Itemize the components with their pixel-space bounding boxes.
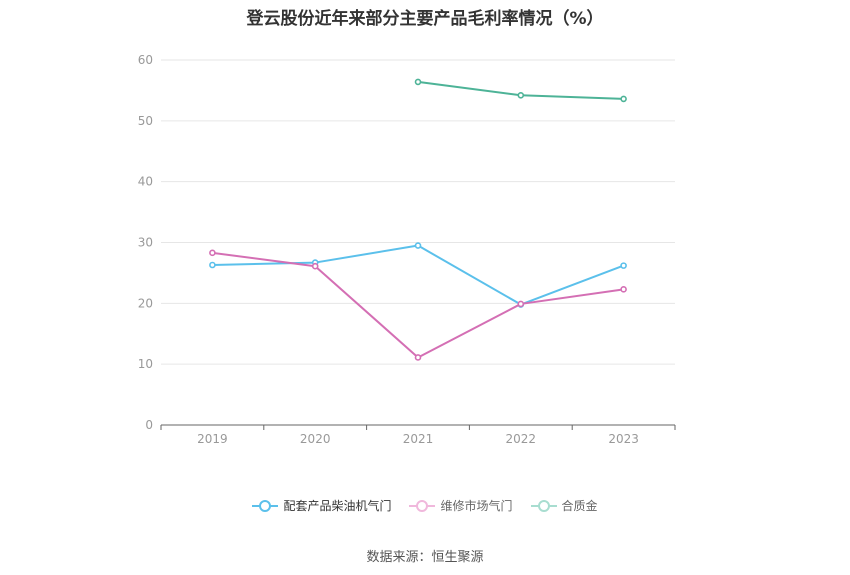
legend-item-series-0[interactable]: 配套产品柴油机气门 — [252, 497, 391, 514]
chart-title: 登云股份近年来部分主要产品毛利率情况（%） — [246, 9, 604, 29]
series-1-point-1 — [311, 262, 319, 270]
legend-label-series-0: 配套产品柴油机气门 — [283, 499, 392, 513]
line-chart: 0 10 20 30 40 50 60 2019 2020 2021 2022 2023 — [138, 53, 676, 446]
series-1-point-3 — [517, 300, 525, 308]
y-tick-label-1: 10 — [138, 357, 153, 371]
y-tick-label-5: 50 — [138, 114, 153, 128]
x-tick-label-2: 2021 — [403, 432, 434, 446]
legend-label-series-2: 合质金 — [561, 499, 598, 513]
x-tick-label-1: 2020 — [300, 432, 331, 446]
source-note: 数据来源：恒生聚源 — [366, 550, 484, 565]
x-tick-label-4: 2023 — [608, 432, 639, 446]
y-tick-label-0: 0 — [145, 418, 153, 432]
series-0-point-4 — [620, 262, 627, 269]
x-tick-label-0: 2019 — [197, 432, 228, 446]
y-tick-label-6: 60 — [138, 53, 153, 67]
y-tick-label-3: 30 — [138, 236, 153, 250]
series-0-point-0 — [209, 261, 216, 269]
series-2-point-2 — [414, 78, 422, 86]
series-1-point-4 — [620, 286, 627, 293]
legend-marker-series-0 — [252, 499, 279, 512]
series-line-0 — [212, 244, 624, 306]
y-tick-label-2: 20 — [138, 296, 153, 310]
series-line-1 — [212, 251, 624, 359]
y-tick-label-4: 40 — [138, 175, 153, 189]
legend-item-series-1[interactable]: 维修市场气门 — [409, 497, 513, 514]
legend-marker-series-2 — [530, 499, 557, 512]
legend-label-series-1: 维修市场气门 — [440, 499, 513, 513]
x-tick-label-3: 2022 — [506, 432, 537, 446]
legend: 配套产品柴油机气门 维修市场气门 合质金 — [0, 497, 850, 514]
series-1-point-2 — [414, 354, 422, 361]
series-1-point-0 — [209, 249, 216, 257]
legend-item-series-2[interactable]: 合质金 — [530, 497, 598, 514]
series-2-point-3 — [517, 91, 525, 99]
series-0-point-2 — [414, 242, 422, 249]
legend-marker-series-1 — [409, 499, 436, 512]
series-2-point-4 — [620, 95, 627, 103]
